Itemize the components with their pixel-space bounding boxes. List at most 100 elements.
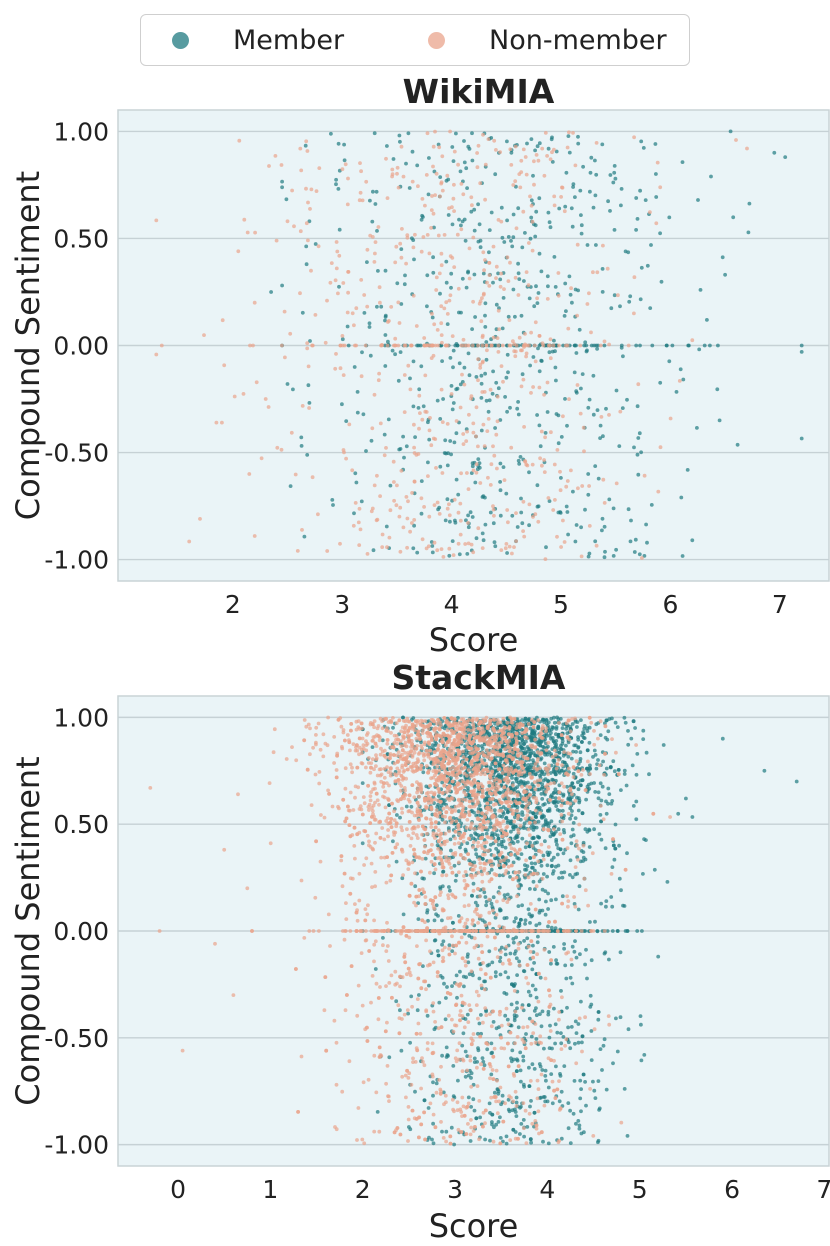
data-point [599, 819, 603, 824]
data-point [237, 138, 242, 143]
data-point [476, 526, 481, 531]
data-point [588, 772, 592, 776]
data-point [354, 343, 358, 348]
data-point [316, 244, 321, 249]
data-point [493, 764, 498, 769]
series-member [269, 129, 804, 560]
data-point [504, 816, 508, 821]
data-point [561, 343, 566, 348]
data-point [321, 754, 326, 759]
scatter-points [148, 715, 799, 1147]
data-point [516, 946, 521, 951]
data-point [498, 513, 503, 518]
data-point [477, 301, 482, 306]
data-point [411, 245, 416, 250]
data-point [570, 981, 575, 986]
data-point [405, 1008, 410, 1012]
data-point [552, 1006, 556, 1011]
data-point [374, 981, 379, 986]
data-point [486, 137, 491, 142]
data-point [448, 129, 452, 134]
data-point [538, 975, 543, 980]
data-point [578, 859, 583, 864]
data-point [500, 326, 505, 331]
data-point [794, 779, 799, 784]
data-point [334, 240, 339, 244]
data-point [530, 248, 535, 253]
data-point [428, 416, 432, 420]
data-point [456, 510, 461, 515]
data-point [425, 304, 429, 309]
data-point [422, 876, 426, 881]
data-point [602, 1037, 607, 1042]
data-point [465, 429, 469, 434]
data-point [439, 181, 444, 186]
data-point [522, 279, 526, 283]
data-point [406, 1011, 410, 1016]
data-point [356, 520, 361, 525]
data-point [656, 489, 661, 494]
data-point [469, 969, 474, 974]
data-point [253, 230, 257, 235]
data-point [307, 406, 311, 410]
data-point [474, 375, 479, 379]
data-point [444, 300, 449, 305]
data-point [509, 163, 514, 167]
data-point [305, 341, 310, 345]
data-point [492, 1125, 496, 1130]
data-point [436, 953, 441, 958]
data-point [617, 876, 622, 881]
data-point [504, 1141, 509, 1146]
data-point [594, 766, 599, 771]
data-point [611, 554, 616, 558]
data-point [412, 257, 416, 262]
data-point [492, 808, 497, 813]
data-point [443, 1017, 448, 1022]
data-point [602, 555, 607, 560]
data-point [571, 821, 576, 825]
data-point [409, 994, 414, 999]
data-point [448, 356, 453, 360]
data-point [450, 222, 455, 227]
data-point [558, 469, 562, 474]
data-point [268, 841, 273, 846]
data-point [609, 306, 614, 311]
data-point [539, 359, 544, 363]
data-point [556, 800, 560, 805]
data-point [519, 510, 524, 515]
data-point [535, 483, 540, 488]
data-point [553, 1041, 557, 1046]
data-point [589, 1058, 594, 1062]
data-point [654, 195, 659, 199]
data-point [480, 335, 485, 339]
data-point [385, 1064, 390, 1068]
data-point [514, 779, 519, 784]
data-point [385, 144, 389, 148]
data-point [486, 475, 490, 480]
data-point [603, 846, 608, 851]
data-point [346, 343, 351, 348]
data-point [563, 204, 568, 209]
data-point [541, 824, 546, 829]
data-point [280, 185, 284, 190]
data-point [619, 788, 623, 792]
data-point [452, 863, 457, 868]
data-point [483, 371, 487, 376]
data-point [429, 825, 434, 829]
data-point [480, 531, 485, 536]
data-point [578, 750, 583, 755]
data-point [505, 352, 510, 357]
data-point [569, 963, 574, 967]
data-point [391, 459, 396, 464]
data-point [560, 726, 565, 730]
data-point [621, 354, 625, 359]
data-point [531, 385, 535, 389]
data-point [555, 1030, 560, 1035]
data-point [487, 910, 492, 915]
data-point [451, 1064, 456, 1068]
data-point [562, 540, 567, 544]
data-point [444, 1129, 449, 1134]
data-point [594, 243, 598, 247]
data-point [521, 377, 526, 382]
data-point [385, 343, 390, 348]
